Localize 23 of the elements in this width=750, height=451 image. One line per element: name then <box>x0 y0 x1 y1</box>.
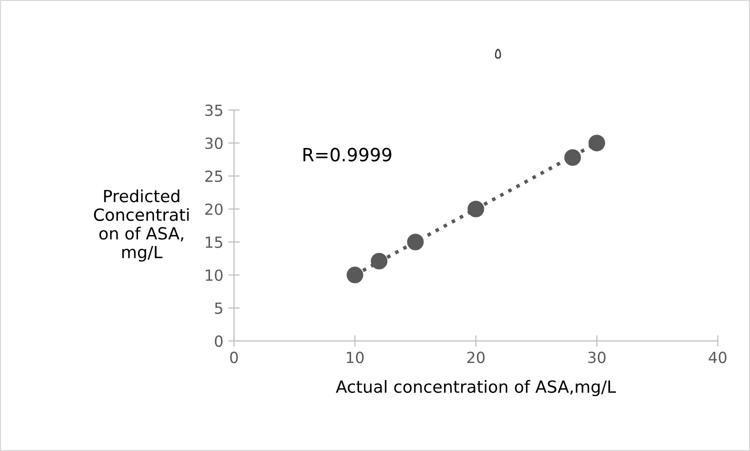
y-tick-label: 20 <box>205 203 223 216</box>
x-tick-label: 40 <box>708 352 726 364</box>
point <box>370 252 388 270</box>
x-tick-label: 0 <box>230 352 238 364</box>
annotation: R=0.9999 <box>303 148 392 162</box>
chart-title: ٥ <box>494 48 502 59</box>
y-tick-label: 25 <box>205 170 222 182</box>
y-tick-label: 10 <box>206 269 223 282</box>
y-tick-label: 35 <box>205 104 222 116</box>
x-tick-label: 30 <box>588 352 606 364</box>
x-axis-title: Actual concentration of ASA,mg/L <box>336 380 616 396</box>
y-tick-label: 15 <box>206 236 222 248</box>
point <box>407 234 424 250</box>
point <box>346 266 364 284</box>
point <box>564 149 581 166</box>
y-tick-label: 5 <box>215 302 222 314</box>
x-tick-label: 20 <box>467 352 485 364</box>
x-tick-label: 10 <box>346 352 364 364</box>
y-tick-label: 30 <box>205 137 223 150</box>
y-axis-title: Predicted Concentrati on of ASA, mg/L <box>94 189 189 262</box>
y-tick-label: 0 <box>214 335 223 347</box>
point <box>468 200 484 218</box>
point <box>588 134 606 152</box>
